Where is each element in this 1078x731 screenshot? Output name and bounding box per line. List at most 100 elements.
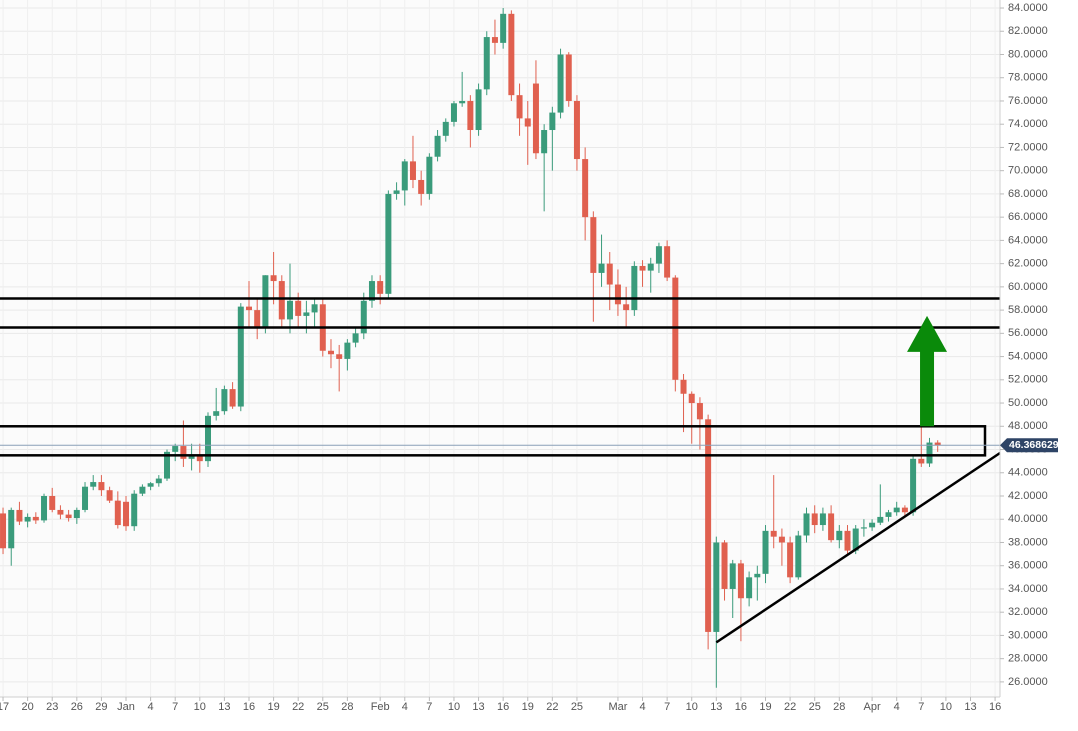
x-tick-label: 7	[918, 701, 924, 713]
candle-body	[926, 442, 933, 464]
x-tick-label: 20	[22, 701, 34, 713]
y-tick-label: 66.0000	[1008, 211, 1048, 223]
candle-body	[0, 513, 7, 549]
x-tick-label: 28	[341, 701, 353, 713]
support-zone	[0, 425, 987, 457]
y-tick-label: 78.0000	[1008, 72, 1048, 84]
x-tick-label: 23	[46, 701, 58, 713]
candle-body	[811, 513, 818, 526]
candle-body	[8, 509, 15, 549]
candle-body	[188, 455, 195, 459]
candle-body	[688, 393, 695, 404]
x-tick-label: 25	[317, 701, 329, 713]
y-tick-label: 36.0000	[1008, 560, 1048, 572]
x-tick-label: 10	[940, 701, 952, 713]
candle-body	[475, 89, 482, 131]
candle-body	[705, 419, 712, 632]
candle-body	[401, 161, 408, 191]
candle-body	[229, 389, 236, 407]
candle-body	[844, 530, 851, 551]
x-tick-label: 17	[0, 701, 9, 713]
y-tick-label: 40.0000	[1008, 513, 1048, 525]
y-tick-label: 42.0000	[1008, 490, 1048, 502]
candle-body	[123, 501, 130, 527]
candle-body	[713, 542, 720, 632]
candle-body	[737, 563, 744, 599]
y-tick-label: 84.0000	[1008, 2, 1048, 14]
x-tick-label: 7	[426, 701, 432, 713]
candle-body	[418, 179, 425, 194]
candle-body	[565, 54, 572, 101]
candle-body	[409, 161, 416, 180]
candle-body	[623, 304, 630, 311]
candle-body	[639, 265, 646, 271]
candle-body	[254, 310, 261, 328]
x-tick-label: 16	[989, 701, 1001, 713]
y-tick-label: 82.0000	[1008, 25, 1048, 37]
x-tick-label: Mar	[608, 701, 627, 713]
candle-body	[303, 312, 310, 316]
y-tick-label: 72.0000	[1008, 141, 1048, 153]
candle-body	[869, 522, 876, 528]
candle-body	[114, 500, 121, 526]
target-arrow	[907, 315, 948, 427]
x-tick-label: 10	[686, 701, 698, 713]
candle-body	[836, 530, 843, 541]
x-tick-label: 26	[71, 701, 83, 713]
candle-body	[24, 516, 31, 522]
candle-body	[467, 100, 474, 131]
plot-background	[0, 0, 1000, 697]
candle-body	[696, 403, 703, 420]
candle-body	[491, 37, 498, 43]
x-tick-label: 13	[710, 701, 722, 713]
y-tick-label: 58.0000	[1008, 304, 1048, 316]
y-tick-label: 76.0000	[1008, 95, 1048, 107]
candle-body	[32, 516, 39, 521]
y-tick-label: 74.0000	[1008, 118, 1048, 130]
candle-body	[245, 306, 252, 311]
x-tick-label: 19	[267, 701, 279, 713]
candle-body	[327, 350, 334, 355]
candle-body	[762, 530, 769, 574]
candle-body	[98, 482, 105, 491]
candle-body	[614, 284, 621, 305]
y-tick-label: 48.0000	[1008, 420, 1048, 432]
x-tick-label: 13	[218, 701, 230, 713]
annotations	[0, 297, 1001, 644]
y-tick-label: 30.0000	[1008, 629, 1048, 641]
candle-body	[147, 483, 154, 487]
y-tick-label: 64.0000	[1008, 234, 1048, 246]
x-tick-label: 28	[833, 701, 845, 713]
y-tick-label: 60.0000	[1008, 281, 1048, 293]
last-price-label: 46.368629	[1009, 439, 1059, 451]
x-tick-label: 7	[664, 701, 670, 713]
y-tick-label: 32.0000	[1008, 606, 1048, 618]
x-tick-label: 22	[292, 701, 304, 713]
candle-body	[754, 573, 761, 578]
candle-body	[352, 333, 359, 343]
y-tick-label: 54.0000	[1008, 350, 1048, 362]
x-tick-label: 16	[243, 701, 255, 713]
candle-body	[549, 112, 556, 131]
candle-body	[270, 275, 277, 282]
y-tick-label: 34.0000	[1008, 583, 1048, 595]
x-tick-label: 22	[546, 701, 558, 713]
candle-body	[910, 458, 917, 513]
y-tick-label: 28.0000	[1008, 653, 1048, 665]
candle-body	[459, 100, 466, 104]
x-tick-label: 10	[448, 701, 460, 713]
x-tick-label: 22	[784, 701, 796, 713]
x-tick-label: 16	[497, 701, 509, 713]
x-tick-label: 19	[759, 701, 771, 713]
candle-body	[344, 342, 351, 359]
candle-body	[860, 527, 867, 529]
candle-body	[655, 246, 662, 264]
candle-body	[664, 246, 671, 278]
x-tick-label: 19	[522, 701, 534, 713]
candle-body	[557, 54, 564, 113]
axes: 26.0000 28.0000 30.0000 32.0000 34.0000 36.00…	[0, 2, 1059, 713]
y-tick-label: 26.0000	[1008, 676, 1048, 688]
x-tick-label: 7	[172, 701, 178, 713]
candle-body	[934, 442, 941, 446]
candle-body	[541, 130, 548, 154]
